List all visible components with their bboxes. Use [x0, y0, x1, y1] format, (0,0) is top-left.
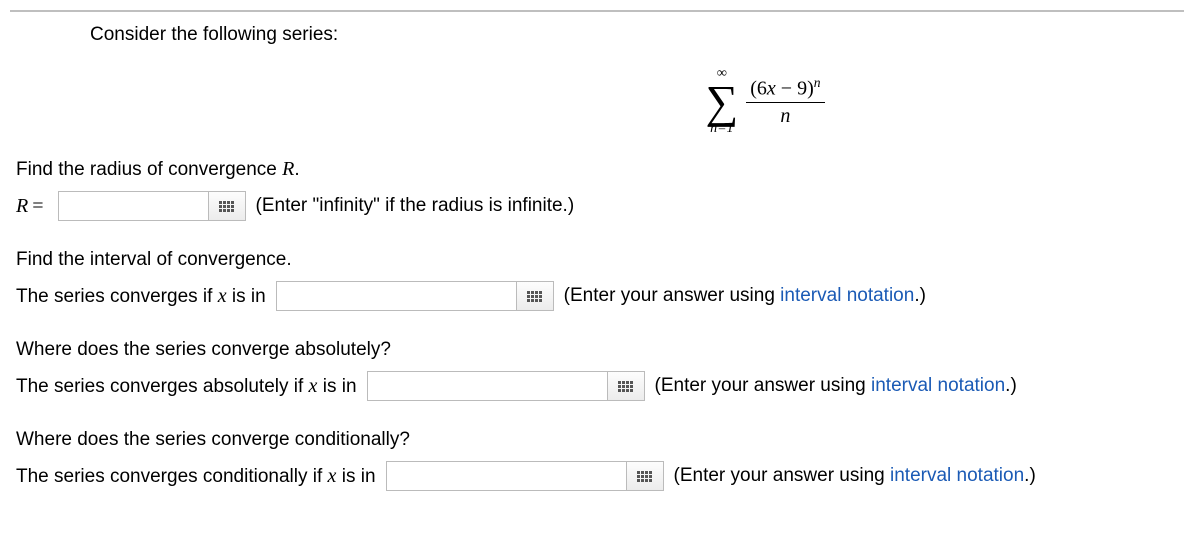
q4-hint: (Enter your answer using interval notati… — [674, 465, 1036, 487]
fraction-denominator: n — [780, 103, 790, 127]
sigma-symbol: ∑ — [705, 81, 738, 122]
grid-icon — [618, 381, 633, 392]
problem-prompt: Consider the following series: — [90, 24, 1190, 46]
question-radius: Find the radius of convergence R. R= (En… — [16, 158, 1190, 221]
equation-palette-button[interactable] — [626, 461, 664, 491]
interval-notation-link[interactable]: interval notation — [780, 285, 914, 306]
radius-input[interactable] — [58, 191, 208, 221]
q2-heading: Find the interval of convergence. — [16, 249, 1190, 271]
radius-answer-box — [58, 191, 246, 221]
interval-input[interactable] — [276, 281, 516, 311]
conditional-input[interactable] — [386, 461, 626, 491]
sum-lower-limit: n=1 — [710, 122, 733, 136]
grid-icon — [219, 201, 234, 212]
q3-label: The series converges absolutely if x is … — [16, 375, 357, 398]
question-interval: Find the interval of convergence. The se… — [16, 249, 1190, 311]
conditional-answer-box — [386, 461, 664, 491]
interval-answer-box — [276, 281, 554, 311]
grid-icon — [637, 471, 652, 482]
absolute-input[interactable] — [367, 371, 607, 401]
q4-label: The series converges conditionally if x … — [16, 465, 376, 488]
q3-heading: Where does the series converge absolutel… — [16, 339, 1190, 361]
equation-palette-button[interactable] — [208, 191, 246, 221]
q1-heading: Find the radius of convergence R. — [16, 158, 1190, 181]
q2-label: The series converges if x is in — [16, 285, 266, 308]
equation-palette-button[interactable] — [516, 281, 554, 311]
interval-notation-link[interactable]: interval notation — [871, 375, 1005, 396]
equation-palette-button[interactable] — [607, 371, 645, 401]
absolute-answer-box — [367, 371, 645, 401]
q4-heading: Where does the series converge condition… — [16, 429, 1190, 451]
fraction-numerator: (6x − 9)n — [746, 76, 824, 103]
r-equals-label: R= — [16, 195, 48, 218]
q3-hint: (Enter your answer using interval notati… — [655, 375, 1017, 397]
grid-icon — [527, 291, 542, 302]
top-rule — [10, 10, 1184, 12]
question-absolute: Where does the series converge absolutel… — [16, 339, 1190, 401]
series-formula: ∞ ∑ n=1 (6x − 9)n n — [10, 60, 1190, 136]
question-conditional: Where does the series converge condition… — [16, 429, 1190, 491]
radius-hint: (Enter "infinity" if the radius is infin… — [256, 195, 575, 217]
q2-hint: (Enter your answer using interval notati… — [564, 285, 926, 307]
interval-notation-link[interactable]: interval notation — [890, 465, 1024, 486]
